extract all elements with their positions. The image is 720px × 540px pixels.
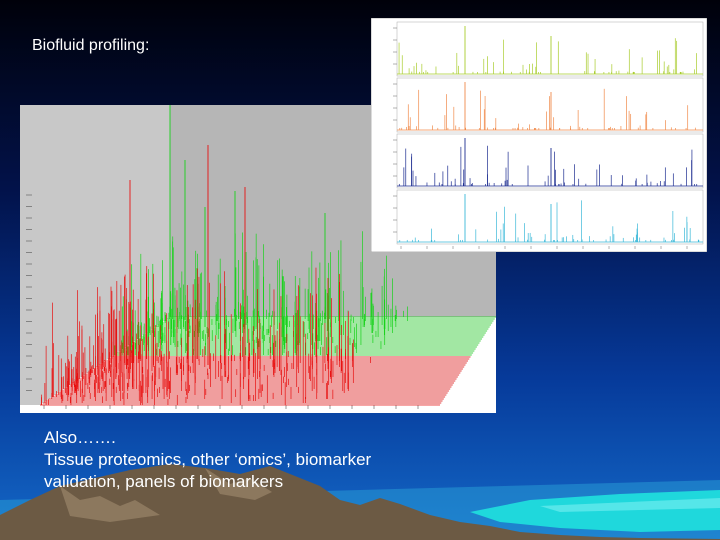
body-line-2: Tissue proteomics, other ‘omics’, biomar… xyxy=(44,450,372,469)
body-line-3: validation, panels of biomarkers xyxy=(44,472,284,491)
stacked-figure-background xyxy=(371,18,707,252)
spectra-panels xyxy=(393,21,704,249)
panel-frame xyxy=(396,77,704,133)
spectra-peaks xyxy=(41,105,408,405)
mountain-range xyxy=(0,464,720,540)
body-line-1: Also……. xyxy=(44,428,116,447)
stacked-spectra-figure xyxy=(371,18,707,252)
body-text: Also……. Tissue proteomics, other ‘omics’… xyxy=(44,427,371,493)
slide-title: Biofluid profiling: xyxy=(32,37,150,54)
axis-ticks xyxy=(26,194,419,409)
panel-frame xyxy=(396,189,704,245)
panel-frame xyxy=(396,133,704,189)
lake-shine xyxy=(540,498,720,512)
panel-frame xyxy=(396,21,704,77)
mountain-highlights xyxy=(60,468,272,522)
